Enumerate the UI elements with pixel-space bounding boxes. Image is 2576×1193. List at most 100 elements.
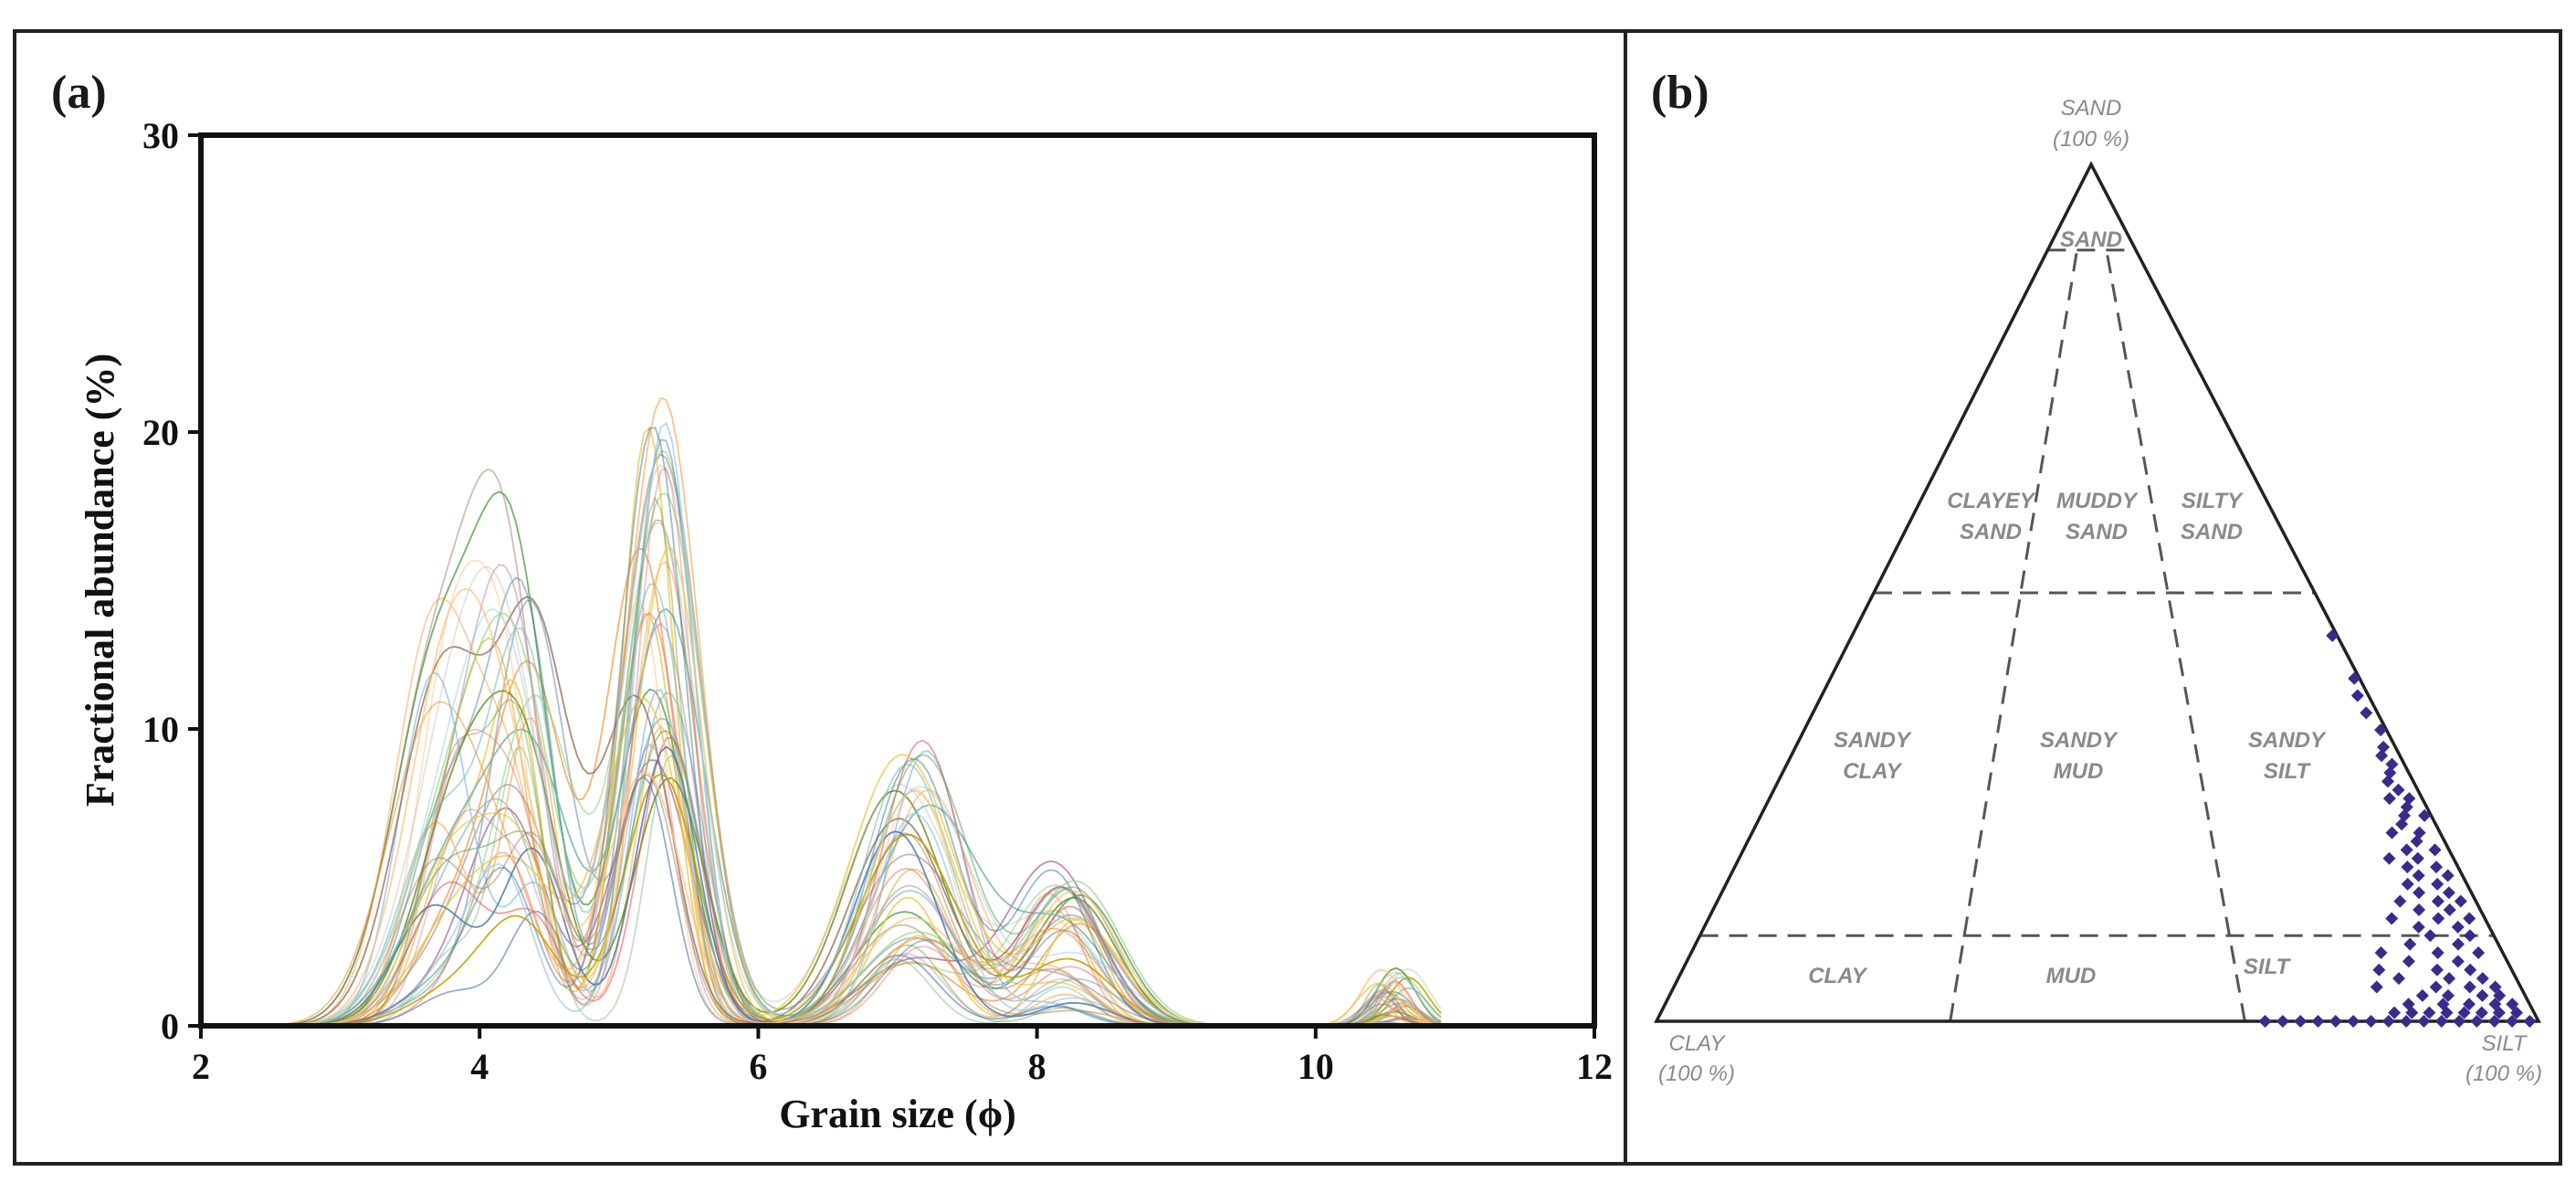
sample-point bbox=[2451, 920, 2465, 934]
grain-size-curves bbox=[270, 396, 1442, 1027]
sample-point bbox=[2462, 998, 2476, 1011]
sample-point bbox=[2382, 792, 2396, 806]
vertex-silt-label: SILT bbox=[2482, 1031, 2529, 1056]
panel-b: (b) SAND (100 %) CLAY (100 %) SILT (100 … bbox=[1651, 67, 2542, 1086]
sample-point bbox=[2383, 765, 2397, 779]
vertex-silt-sub: (100 %) bbox=[2466, 1061, 2542, 1086]
sample-point bbox=[2423, 1006, 2436, 1019]
sample-point bbox=[2431, 894, 2445, 908]
sample-point bbox=[2428, 843, 2442, 857]
sample-point bbox=[2488, 980, 2502, 994]
ternary-triangle bbox=[1654, 161, 2541, 1023]
sample-point bbox=[2418, 808, 2432, 822]
sample-point bbox=[2372, 963, 2386, 977]
sample-point bbox=[2451, 937, 2465, 951]
sample-point bbox=[2294, 1015, 2308, 1028]
y-axis-title: Fractional abundance (%) bbox=[78, 354, 122, 807]
sample-point bbox=[2329, 1015, 2342, 1028]
sample-point bbox=[2385, 757, 2399, 771]
x-tick-label: 6 bbox=[749, 1046, 767, 1087]
sample-point bbox=[2487, 1015, 2501, 1028]
x-axis-title: Grain size (ϕ) bbox=[779, 1092, 1016, 1136]
sample-point bbox=[2401, 877, 2414, 891]
sample-point bbox=[2441, 869, 2455, 882]
sample-point bbox=[2413, 826, 2426, 839]
sample-point bbox=[2463, 929, 2476, 943]
y-tick-label: 0 bbox=[161, 1006, 179, 1047]
sample-point bbox=[2377, 740, 2391, 754]
sample-point bbox=[2403, 937, 2417, 951]
panel-b-border bbox=[1624, 29, 2562, 1166]
sample-point bbox=[2381, 775, 2394, 788]
sample-point bbox=[2432, 912, 2445, 925]
x-tick-label: 10 bbox=[1298, 1046, 1334, 1087]
sample-point bbox=[2412, 869, 2425, 882]
sample-point bbox=[2411, 851, 2424, 865]
sample-point bbox=[2388, 1006, 2402, 1019]
sample-point bbox=[2381, 1015, 2395, 1028]
sample-point bbox=[2385, 826, 2399, 839]
sample-point bbox=[2506, 998, 2519, 1011]
vertex-clay-label: CLAY bbox=[1669, 1031, 1727, 1056]
sample-point bbox=[2382, 851, 2396, 865]
sample-point bbox=[2360, 706, 2373, 720]
sample-point bbox=[2417, 1015, 2431, 1028]
axis-ticks: 2 4 6 8 10 12 0 10 20 30 bbox=[142, 115, 1613, 1087]
sample-point bbox=[2453, 1015, 2466, 1028]
sample-point bbox=[2350, 689, 2364, 702]
field-mud: MUD bbox=[2046, 964, 2097, 988]
field-sand: SAND bbox=[2060, 227, 2122, 252]
sample-point bbox=[2436, 998, 2450, 1011]
sample-point bbox=[2464, 963, 2477, 977]
sample-point bbox=[2443, 972, 2456, 986]
field-sandy-clay: SANDY CLAY bbox=[1834, 728, 1912, 784]
sample-point bbox=[2326, 628, 2339, 642]
sample-point bbox=[2476, 972, 2489, 986]
panel-b-label: (b) bbox=[1651, 67, 1709, 119]
sample-point bbox=[2392, 972, 2406, 986]
x-tick-label: 8 bbox=[1028, 1046, 1046, 1087]
sample-point bbox=[2488, 998, 2502, 1011]
sample-point bbox=[2454, 894, 2467, 908]
field-clayey-sand: CLAYEY SAND bbox=[1947, 489, 2036, 544]
sample-point bbox=[2523, 1015, 2537, 1028]
sample-point bbox=[2443, 903, 2456, 917]
x-tick-label: 4 bbox=[470, 1046, 489, 1087]
sample-point bbox=[2451, 955, 2465, 968]
sample-point bbox=[2400, 1015, 2413, 1028]
ternary-boundaries bbox=[1699, 248, 2494, 1022]
field-silty-sand: SILTY SAND bbox=[2181, 489, 2244, 544]
sample-point bbox=[2347, 1015, 2360, 1028]
sample-point bbox=[2441, 988, 2455, 1002]
panel-a-label: (a) bbox=[51, 67, 107, 119]
x-tick-label: 12 bbox=[1576, 1046, 1613, 1087]
series-line bbox=[270, 396, 1442, 1027]
sample-point bbox=[2412, 920, 2425, 934]
sample-point bbox=[2400, 843, 2413, 857]
sample-point bbox=[2393, 894, 2407, 908]
series-line bbox=[270, 697, 1442, 1027]
sample-point bbox=[2348, 671, 2361, 685]
series-line bbox=[270, 559, 1442, 1027]
y-tick-label: 30 bbox=[142, 115, 179, 156]
sample-point bbox=[2431, 877, 2445, 891]
sample-point bbox=[2392, 783, 2405, 797]
sample-point bbox=[2276, 1015, 2289, 1028]
sample-points bbox=[2258, 628, 2537, 1028]
ratio-boundary-line bbox=[1949, 249, 2079, 1022]
sample-point bbox=[2506, 1015, 2519, 1028]
series-line bbox=[270, 690, 1442, 1027]
sample-point bbox=[2402, 955, 2415, 968]
sample-point bbox=[2402, 998, 2415, 1011]
panel-a: (a) 2 4 6 8 10 12 0 10 20 30 Grain size (ϕ) Fract… bbox=[51, 67, 1613, 1136]
sample-point bbox=[2431, 945, 2445, 959]
sample-point bbox=[2370, 980, 2383, 994]
plot-frame bbox=[198, 132, 1597, 1029]
vertex-sand-sub: (100 %) bbox=[2053, 127, 2129, 152]
vertex-clay-sub: (100 %) bbox=[1658, 1061, 1735, 1086]
sample-point bbox=[2374, 945, 2388, 959]
sample-point bbox=[2413, 903, 2426, 917]
ratio-boundary-line bbox=[2105, 249, 2246, 1022]
sample-point bbox=[2472, 945, 2486, 959]
